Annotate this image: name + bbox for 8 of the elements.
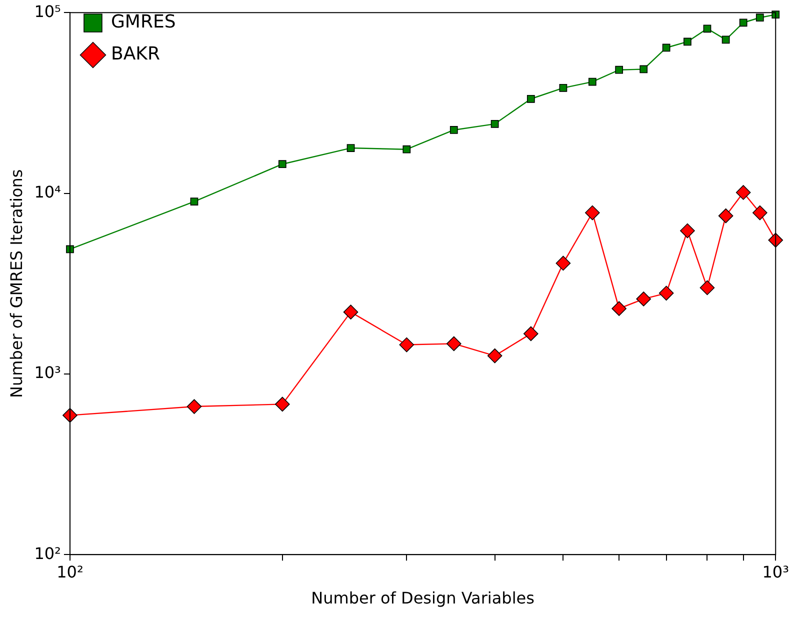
legend-label: BAKR — [110, 44, 160, 65]
y-tick-label: 10² — [34, 544, 61, 563]
legend-label: GMRES — [110, 12, 176, 33]
y-tick-label: 10³ — [34, 363, 61, 382]
y-tick-label: 10⁵ — [34, 2, 61, 21]
x-axis-title: Number of Design Variables — [311, 588, 534, 608]
y-axis-title: Number of GMRES Iterations — [6, 169, 26, 398]
y-tick-label: 10⁴ — [34, 182, 61, 202]
